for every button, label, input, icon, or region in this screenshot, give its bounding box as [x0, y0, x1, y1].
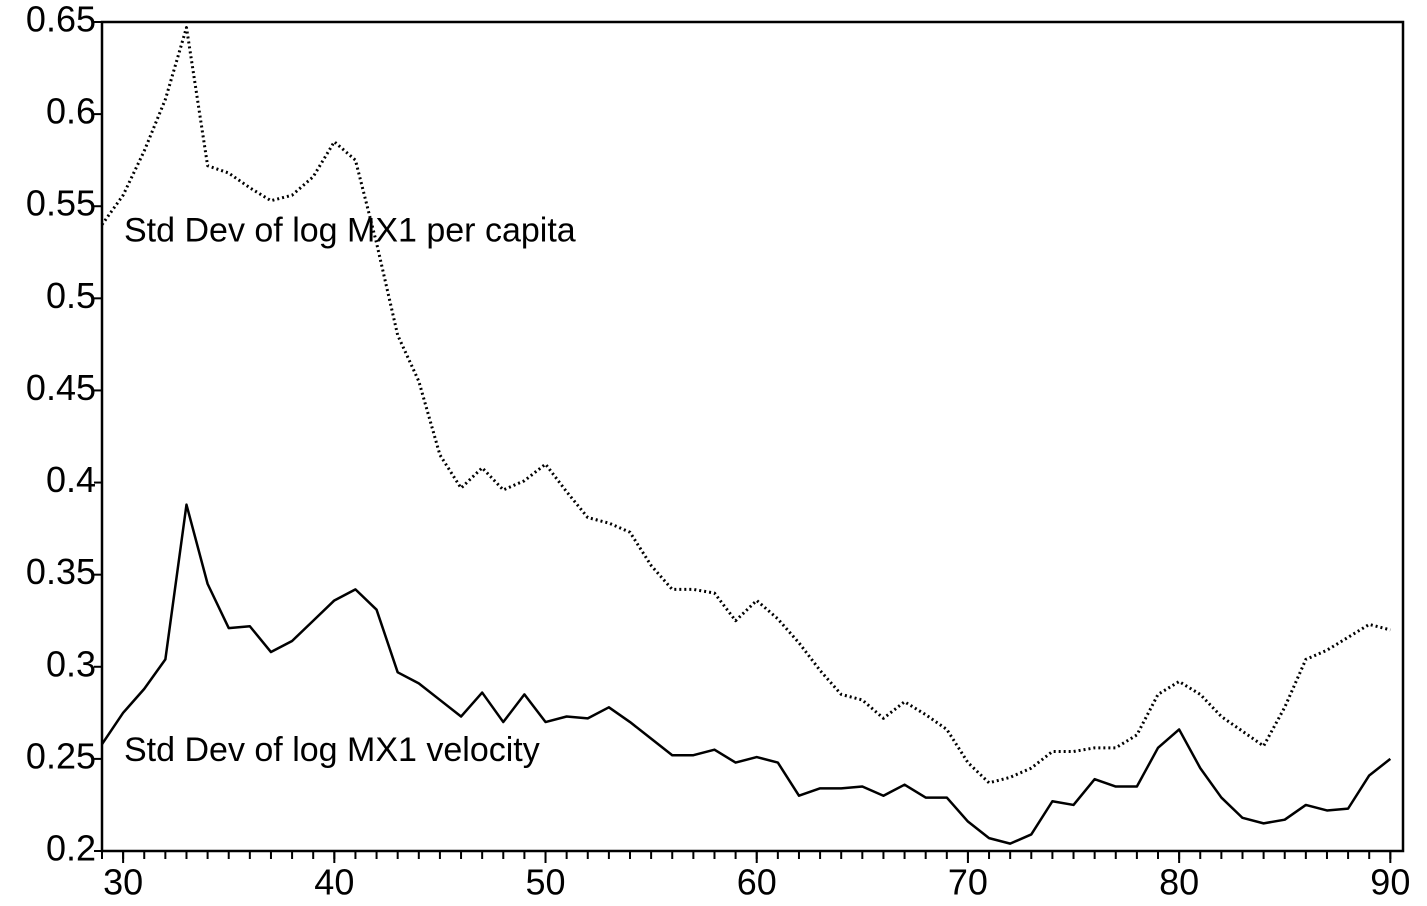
- y-tick-label: 0.5: [46, 275, 96, 316]
- y-tick-label: 0.45: [26, 367, 96, 408]
- y-tick-label: 0.65: [26, 0, 96, 40]
- x-tick-label: 50: [525, 862, 565, 903]
- x-tick-label: 90: [1370, 862, 1410, 903]
- x-tick-label: 30: [103, 862, 143, 903]
- y-tick-label: 0.3: [46, 643, 96, 684]
- y-tick-label: 0.35: [26, 551, 96, 592]
- y-tick-label: 0.25: [26, 735, 96, 776]
- series-line: [100, 503, 1392, 845]
- y-tick-label: 0.6: [46, 91, 96, 132]
- series-label: Std Dev of log MX1 velocity: [124, 731, 540, 769]
- y-tick-label: 0.55: [26, 183, 96, 224]
- series-line: [100, 26, 1391, 785]
- series-label: Std Dev of log MX1 per capita: [124, 212, 576, 250]
- plot-frame: [100, 20, 1405, 853]
- y-tick-label: 0.4: [46, 459, 96, 500]
- x-tick-label: 70: [948, 862, 988, 903]
- y-tick-label: 0.2: [46, 828, 96, 869]
- x-tick-label: 40: [314, 862, 354, 903]
- x-tick-label: 60: [737, 862, 777, 903]
- x-tick-label: 80: [1159, 862, 1199, 903]
